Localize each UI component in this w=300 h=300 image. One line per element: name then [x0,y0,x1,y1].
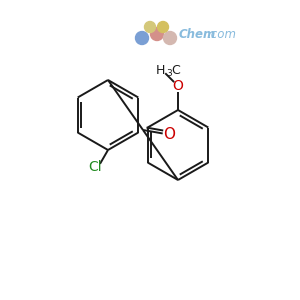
Text: Chem: Chem [179,28,216,41]
Text: 3: 3 [166,69,172,78]
Circle shape [158,22,169,32]
Text: .com: .com [207,28,236,41]
Circle shape [145,22,155,32]
Text: H: H [156,64,165,77]
Text: C: C [171,64,180,77]
Circle shape [136,32,148,44]
Circle shape [151,28,164,40]
Text: Cl: Cl [88,160,102,174]
Text: O: O [164,127,175,142]
Text: O: O [172,79,183,93]
Circle shape [164,32,176,44]
